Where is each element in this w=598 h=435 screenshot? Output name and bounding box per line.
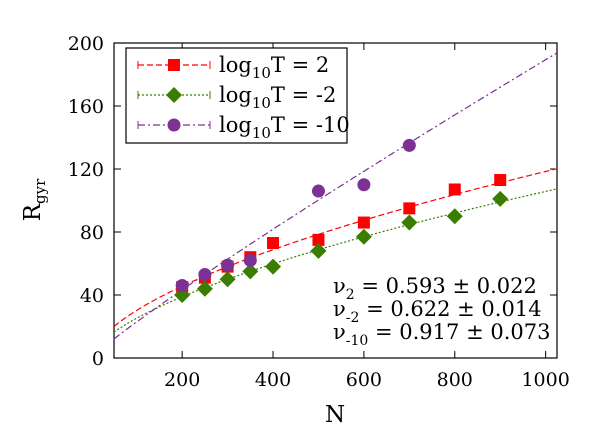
legend-label: log10T = -10 xyxy=(219,113,350,142)
data-point-series-1 xyxy=(357,216,370,229)
data-point-series-2 xyxy=(310,242,327,259)
legend-marker xyxy=(166,87,182,103)
data-point-series-3 xyxy=(311,184,325,198)
data-point-series-2 xyxy=(355,228,372,245)
y-tick-label: 120 xyxy=(68,159,104,181)
plot-frame xyxy=(113,42,558,359)
y-tick-label: 80 xyxy=(80,222,104,244)
data-point-series-1 xyxy=(494,174,507,187)
x-axis-label: N xyxy=(325,402,345,428)
data-point-series-2 xyxy=(219,271,236,288)
data-point-series-2 xyxy=(401,214,418,231)
legend-label: log10T = -2 xyxy=(219,83,336,112)
legend-marker xyxy=(167,118,181,132)
data-point-series-2 xyxy=(492,190,509,207)
legend-entry-1: log10T = 2 xyxy=(137,53,329,82)
x-tick-label: 800 xyxy=(437,369,473,391)
data-point-series-2 xyxy=(196,280,213,297)
y-tick-label: 200 xyxy=(68,33,104,55)
data-point-series-2 xyxy=(446,208,463,225)
y-tick-label: 0 xyxy=(92,348,104,370)
x-tick-label: 600 xyxy=(346,369,382,391)
x-tick-label: 400 xyxy=(255,369,291,391)
axis-ticks: 200 400 600 800 1000 0 40 80 120 160 200 xyxy=(68,33,570,391)
data-point-series-2 xyxy=(265,258,282,275)
legend-label: log10T = 2 xyxy=(219,53,329,82)
y-axis-label: Rgyr xyxy=(20,178,49,221)
y-axis-label-sub: gyr xyxy=(31,178,49,204)
exponent-annotation-1: ν2 = 0.593 ± 0.022 xyxy=(333,274,537,303)
data-point-series-3 xyxy=(198,268,212,282)
y-tick-label: 40 xyxy=(80,285,104,307)
data-point-series-3 xyxy=(221,258,235,272)
data-point-series-3 xyxy=(402,138,416,152)
data-point-series-1 xyxy=(448,183,461,196)
data-point-series-2 xyxy=(242,263,259,280)
exponent-annotation-2: ν-2 = 0.622 ± 0.014 xyxy=(333,297,542,326)
legend-marker xyxy=(168,59,180,71)
data-markers xyxy=(174,138,509,303)
y-tick-label: 160 xyxy=(68,96,104,118)
y-axis-label-main: R xyxy=(20,203,46,221)
data-point-series-3 xyxy=(175,279,189,293)
data-point-series-1 xyxy=(267,237,280,250)
data-point-series-2 xyxy=(174,287,191,303)
data-point-series-1 xyxy=(312,233,325,246)
legend-entry-2: log10T = -2 xyxy=(137,83,336,112)
data-point-series-3 xyxy=(243,253,257,267)
exponent-annotation-3: ν-10 = 0.917 ± 0.073 xyxy=(333,320,550,349)
x-tick-label: 200 xyxy=(164,369,200,391)
legend-entry-3: log10T = -10 xyxy=(137,113,350,142)
data-point-series-1 xyxy=(403,202,416,215)
data-point-series-3 xyxy=(357,178,371,192)
x-tick-label: 1000 xyxy=(521,369,569,391)
